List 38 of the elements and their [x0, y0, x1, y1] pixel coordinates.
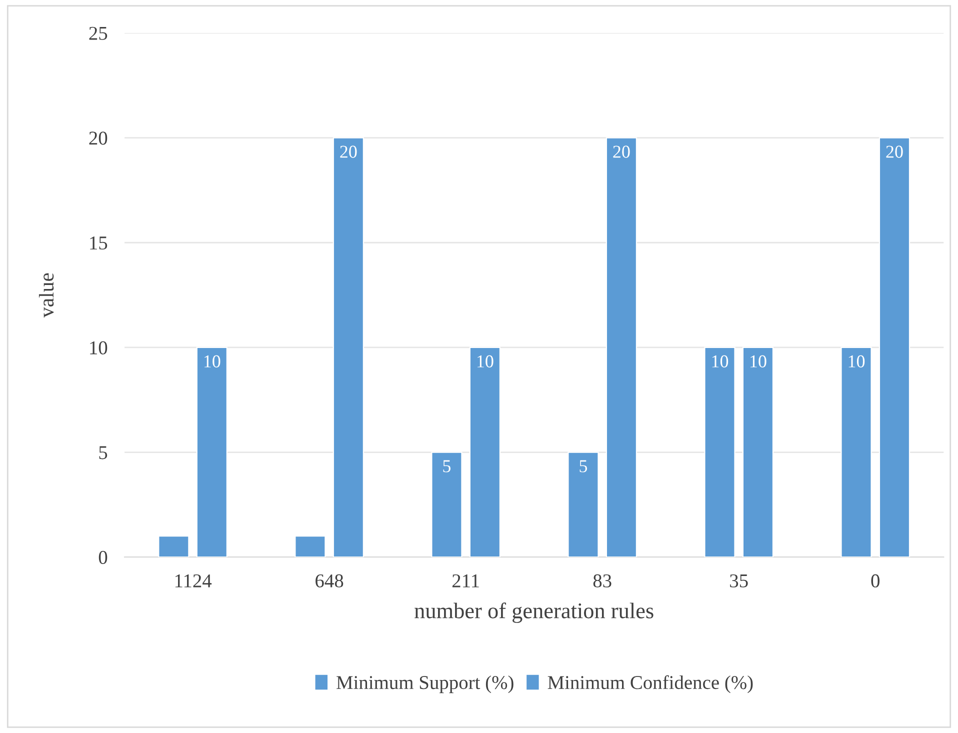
x-tick-label: 211 — [452, 574, 479, 588]
data-label: 20 — [886, 146, 903, 158]
y-tick-label: 20 — [89, 132, 108, 145]
bar — [606, 137, 638, 558]
bar — [704, 346, 736, 558]
bar — [294, 536, 326, 558]
data-label: 10 — [478, 355, 494, 368]
x-tick-label: 0 — [871, 574, 880, 588]
bar — [332, 137, 364, 558]
x-tick-label: 648 — [316, 574, 344, 588]
bar — [196, 346, 228, 558]
bar — [878, 137, 910, 558]
data-label: 5 — [443, 460, 451, 472]
data-label: 20 — [340, 146, 357, 158]
y-axis-title: value — [38, 273, 54, 318]
bar — [158, 536, 190, 558]
x-tick-label: 35 — [730, 574, 748, 588]
y-tick-label: 5 — [99, 446, 108, 460]
y-tick-label: 10 — [90, 341, 108, 354]
data-label: 10 — [848, 355, 865, 368]
bar — [568, 452, 599, 558]
data-label: 10 — [712, 355, 728, 368]
bar — [469, 346, 501, 558]
data-label: 10 — [204, 355, 220, 368]
legend-label: Minimum Support (%) — [336, 675, 514, 694]
y-tick-label: 0 — [98, 550, 108, 564]
data-label: 5 — [580, 460, 588, 472]
bar — [431, 452, 462, 558]
data-label: 10 — [750, 355, 766, 368]
y-tick-label: 25 — [89, 26, 108, 40]
x-axis-title: number of generation rules — [414, 602, 654, 623]
bar — [742, 346, 774, 558]
legend-label: Minimum Confidence (%) — [548, 675, 753, 694]
x-tick-label: 83 — [593, 574, 612, 588]
bar — [840, 346, 872, 558]
x-tick-label: 1124 — [175, 574, 212, 588]
y-tick-label: 15 — [90, 236, 108, 250]
data-label: 20 — [613, 146, 630, 158]
